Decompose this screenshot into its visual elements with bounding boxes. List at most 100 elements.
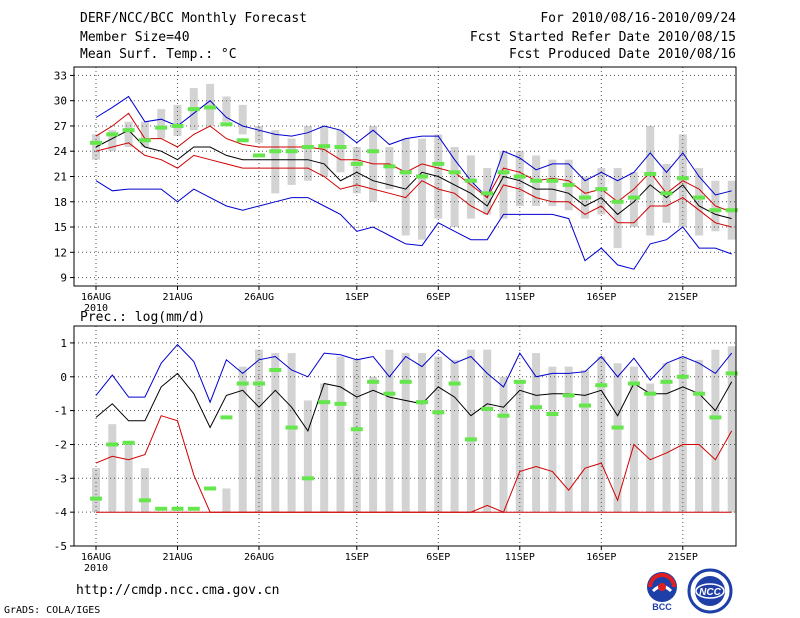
temp-green-mark-8 xyxy=(220,122,233,127)
temp-green-mark-14 xyxy=(318,144,331,149)
prec-xtick-label-5: 11SEP xyxy=(505,552,535,563)
temp-line-lower xyxy=(95,142,732,228)
source-url[interactable]: http://cmdp.ncc.cma.gov.cn xyxy=(76,583,280,598)
prec-green-mark-18 xyxy=(383,391,396,396)
bcc-logo: BCC xyxy=(640,568,684,612)
prec-box-23 xyxy=(466,349,475,513)
temp-box-37 xyxy=(695,168,704,236)
prec-green-mark-4 xyxy=(155,506,168,511)
temp-box-1 xyxy=(108,130,117,152)
temp-green-mark-7 xyxy=(204,105,217,110)
temp-green-mark-22 xyxy=(448,170,461,175)
prec-ytick-label-0: -5 xyxy=(54,540,67,553)
prec-green-mark-28 xyxy=(546,412,559,416)
temp-green-mark-32 xyxy=(611,199,624,204)
prec-green-mark-12 xyxy=(285,425,298,430)
prec-box-12 xyxy=(287,353,296,513)
temp-box-3 xyxy=(140,121,149,148)
temp-ytick-label-1: 12 xyxy=(54,246,67,259)
prec-box-32 xyxy=(613,363,622,513)
temp-green-mark-13 xyxy=(301,145,314,150)
prec-ytick-label-4: -1 xyxy=(54,405,67,418)
ncc-logo: NCC xyxy=(686,568,734,614)
prec-box-38 xyxy=(711,349,720,513)
prec-green-mark-8 xyxy=(220,415,233,420)
temp-green-mark-28 xyxy=(546,178,559,183)
ncc-logo-text: NCC xyxy=(699,587,721,598)
prec-green-mark-5 xyxy=(171,506,184,511)
prec-ytick-label-3: -2 xyxy=(54,438,67,451)
temp-box-13 xyxy=(303,125,312,181)
temp-ytick-label-8: 33 xyxy=(54,69,67,82)
prec-box-19 xyxy=(401,353,410,513)
prec-green-mark-9 xyxy=(236,381,249,386)
prec-box-8 xyxy=(222,488,231,513)
prec-green-mark-29 xyxy=(562,393,575,398)
temp-xtick-label-6: 16SEP xyxy=(586,292,616,303)
prec-green-mark-34 xyxy=(644,391,657,396)
prec-green-mark-14 xyxy=(318,400,331,405)
temp-box-32 xyxy=(613,168,622,249)
temp-box-34 xyxy=(646,125,655,236)
prec-ytick-label-2: -3 xyxy=(54,472,67,485)
prec-box-18 xyxy=(385,349,394,513)
prec-box-22 xyxy=(450,359,459,513)
forecast-period: For 2010/08/16-2010/09/24 xyxy=(540,11,736,26)
temp-green-mark-21 xyxy=(432,161,445,166)
prec-green-mark-26 xyxy=(513,379,526,384)
prec-box-2 xyxy=(124,441,133,513)
prec-box-17 xyxy=(369,376,378,513)
temp-ytick-label-5: 24 xyxy=(54,145,68,158)
prec-line-max xyxy=(95,343,733,404)
prec-ytick-label-5: 0 xyxy=(60,371,67,384)
temp-green-mark-24 xyxy=(481,191,494,196)
prec-box-20 xyxy=(418,353,426,513)
temp-box-28 xyxy=(548,159,557,206)
variable-label: Mean Surf. Temp.: °C xyxy=(80,47,237,62)
prec-green-mark-22 xyxy=(448,381,461,386)
prec-green-mark-23 xyxy=(464,437,477,442)
temp-box-2 xyxy=(124,121,133,148)
fcst-started-date: Fcst Started Refer Date 2010/08/15 xyxy=(469,30,736,45)
prec-green-mark-21 xyxy=(432,410,445,415)
temp-green-mark-26 xyxy=(513,174,526,179)
temp-green-mark-12 xyxy=(285,149,298,154)
temp-green-mark-15 xyxy=(334,145,347,150)
prec-box-25 xyxy=(499,376,508,513)
prec-green-mark-0 xyxy=(90,496,102,501)
prec-ytick-label-6: 1 xyxy=(60,337,67,350)
prec-xtick-label-3: 1SEP xyxy=(345,552,369,563)
temp-green-mark-23 xyxy=(464,178,477,183)
temp-green-mark-17 xyxy=(367,149,380,154)
temp-box-20 xyxy=(418,138,426,240)
temp-green-mark-0 xyxy=(90,140,102,145)
temp-green-mark-34 xyxy=(644,171,657,176)
temp-green-mark-3 xyxy=(138,138,151,143)
temp-ytick-label-6: 27 xyxy=(54,120,67,133)
temp-box-14 xyxy=(320,125,329,177)
temp-xtick-label-5: 11SEP xyxy=(505,292,535,303)
temp-line-min xyxy=(95,180,732,270)
chart-title: DERF/NCC/BCC Monthly Forecast xyxy=(80,11,307,26)
temp-green-mark-35 xyxy=(660,191,673,196)
temp-green-mark-6 xyxy=(187,107,200,112)
temp-box-19 xyxy=(401,138,410,236)
prec-box-28 xyxy=(548,366,557,513)
temp-box-7 xyxy=(206,83,215,126)
prec-box-34 xyxy=(646,383,655,513)
prec-box-27 xyxy=(532,353,541,513)
temp-xtick-label-3: 1SEP xyxy=(345,292,369,303)
prec-box-24 xyxy=(483,349,492,513)
temp-box-15 xyxy=(336,130,345,173)
temp-line-upper xyxy=(95,112,732,213)
prec-xtick-label-0: 16AUG xyxy=(81,552,111,563)
member-size: Member Size=40 xyxy=(80,30,190,45)
temp-box-10 xyxy=(255,125,263,143)
prec-frame xyxy=(73,325,737,547)
temp-green-mark-11 xyxy=(269,149,282,154)
temp-green-mark-36 xyxy=(676,176,689,181)
prec-box-9 xyxy=(238,366,247,513)
prec-xtick-label-2: 26AUG xyxy=(244,552,274,563)
temp-green-mark-29 xyxy=(562,182,575,187)
prec-box-30 xyxy=(581,370,589,513)
